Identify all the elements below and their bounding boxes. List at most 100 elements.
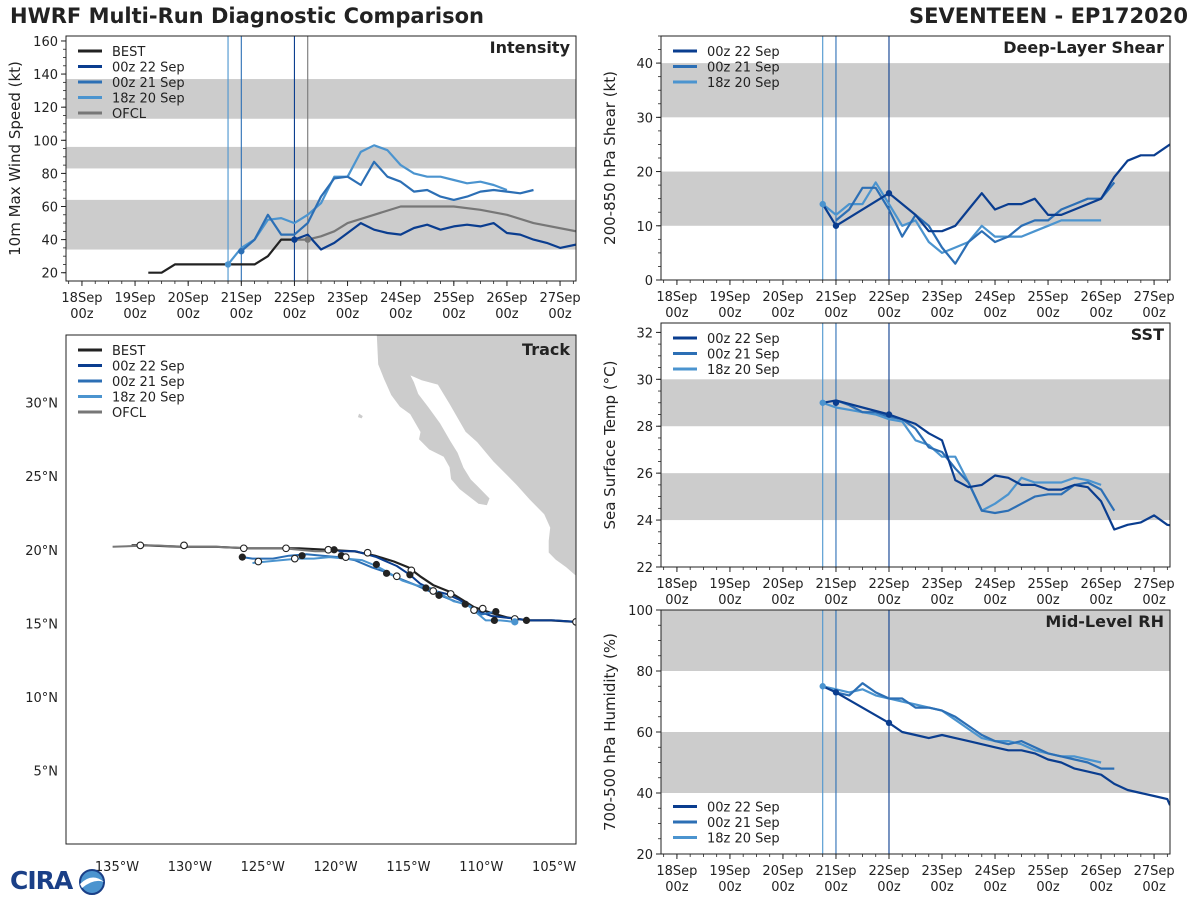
track-position-marker-open [470,606,478,614]
shear-panel-title: Deep-Layer Shear [1003,38,1164,57]
sst-x-tick-hour: 00z [1089,593,1113,608]
sst-x-tick-label: 27Sep [1134,577,1175,592]
rh-x-tick-hour: 00z [877,880,901,895]
shear-y-tick-label: 30 [636,111,653,126]
sst-y-tick-label: 30 [636,373,653,388]
intensity-x-tick-hour: 00z [283,307,307,322]
sst-x-tick-label: 20Sep [762,577,803,592]
track-legend-label-best: BEST [112,344,145,359]
shear-x-tick-label: 26Sep [1081,290,1122,305]
cira-logo: CIRA [4,866,114,898]
track-position-marker-open [446,590,455,598]
land-mass [356,412,364,420]
sst-init-marker [819,399,826,406]
intensity-panel: 2040608010012014016018Sep00z19Sep00z20Se… [6,35,581,322]
shear-init-marker [819,200,826,208]
track-series-00z-22-sep [338,550,576,623]
intensity-y-tick-label: 40 [41,234,58,249]
track-legend-label-00z-21-sep: 00z 21 Sep [112,375,185,390]
rh-x-tick-label: 25Sep [1028,864,1069,879]
intensity-threshold-band [66,146,576,169]
sst-legend-label-00z-22-sep: 00z 22 Sep [707,332,780,347]
shear-series-18z-20-sep [822,181,1102,254]
intensity-x-tick-hour: 00z [123,307,147,322]
rh-x-tick-label: 22Sep [868,864,909,879]
track-y-tick-label: 30°N [25,397,58,412]
shear-x-tick-hour: 00z [1089,306,1113,321]
intensity-x-tick-hour: 00z [177,307,201,322]
sst-y-tick-label: 22 [636,561,653,576]
track-panel-title: Track [522,340,570,359]
sst-x-tick-hour: 00z [877,593,901,608]
shear-legend-label-00z-22-sep: 00z 22 Sep [707,45,780,60]
sst-x-tick-label: 23Sep [921,577,962,592]
rh-x-tick-hour: 00z [1089,880,1113,895]
rh-init-marker [819,683,826,690]
shear-x-tick-hour: 00z [1142,306,1166,321]
shear-y-tick-label: 0 [645,274,653,289]
shear-y-axis-label: 200-850 hPa Shear (kt) [601,71,619,245]
rh-x-tick-hour: 00z [1036,880,1060,895]
rh-y-axis-label: 700-500 hPa Humidity (%) [601,633,619,831]
sst-y-tick-label: 24 [636,514,653,529]
track-position-marker [490,616,498,624]
shear-x-tick-label: 25Sep [1028,290,1069,305]
track-panel: 135°W 130°W 125°W 120°W 115°W 110°W 105°W 5°N 10… [25,334,577,875]
track-position-marker-open [392,572,401,581]
track-position-marker [372,560,380,569]
rh-x-tick-hour: 00z [718,880,742,895]
intensity-x-tick-label: 22Sep [274,291,315,306]
sst-y-tick-label: 32 [636,326,653,341]
track-y-tick-label: 20°N [25,544,58,559]
track-position-marker-open [429,587,438,595]
intensity-series-00z-22-sep [294,222,576,251]
intensity-y-tick-label: 100 [33,134,58,149]
shear-y-tick-label: 10 [636,220,653,235]
rh-threshold-band [661,732,1170,793]
intensity-x-tick-label: 24Sep [380,291,421,306]
shear-x-tick-label: 19Sep [709,290,750,305]
intensity-series-00z-21-sep [240,160,534,253]
intensity-y-tick-label: 140 [33,68,58,83]
track-position-marker [330,546,338,554]
shear-panel: 01020304018Sep00z19Sep00z20Sep00z21Sep00… [601,35,1175,321]
rh-x-tick-label: 19Sep [709,864,750,879]
track-position-marker-open [239,544,248,553]
sst-threshold-band [661,473,1170,521]
intensity-x-tick-hour: 00z [442,307,466,322]
track-frame [65,334,577,845]
intensity-y-tick-label: 20 [41,267,58,282]
sst-x-tick-label: 22Sep [868,577,909,592]
intensity-legend-label-ofcl: OFCL [112,107,147,122]
track-x-tick-label: 120°W [313,860,357,875]
track-legend-label-ofcl: OFCL [112,406,147,421]
intensity-x-tick-hour: 00z [230,307,254,322]
track-x-tick-label: 130°W [168,860,212,875]
shear-x-tick-label: 20Sep [762,290,803,305]
track-position-marker-open [282,544,290,553]
rh-legend-label-18z-20-sep: 18z 20 Sep [707,832,780,847]
sst-x-tick-label: 21Sep [815,577,856,592]
track-legend-label-00z-22-sep: 00z 22 Sep [112,360,185,375]
track-position-marker [522,616,531,624]
shear-x-tick-label: 27Sep [1134,290,1175,305]
track-position-marker-open [254,557,263,566]
rh-series-00z-21-sep [835,682,1115,770]
rh-legend-label-00z-22-sep: 00z 22 Sep [707,801,780,816]
intensity-x-tick-label: 23Sep [327,291,368,306]
intensity-x-tick-label: 19Sep [115,291,156,306]
sst-x-tick-hour: 00z [665,593,689,608]
sst-y-axis-label: Sea Surface Temp (°C) [601,360,619,529]
shear-threshold-band [661,63,1170,118]
shear-series-00z-22-sep [821,143,1170,233]
sst-x-tick-label: 24Sep [975,577,1016,592]
sst-threshold-band [661,379,1170,427]
rh-panel: 2040608010018Sep00z19Sep00z20Sep00z21Sep… [601,604,1175,895]
shear-x-tick-label: 23Sep [921,290,962,305]
intensity-x-tick-hour: 00z [548,307,572,322]
sst-legend-label-00z-21-sep: 00z 21 Sep [707,348,780,363]
rh-x-tick-label: 24Sep [975,864,1016,879]
intensity-y-tick-label: 160 [33,35,58,50]
shear-x-tick-hour: 00z [930,306,954,321]
rh-x-tick-hour: 00z [930,880,954,895]
